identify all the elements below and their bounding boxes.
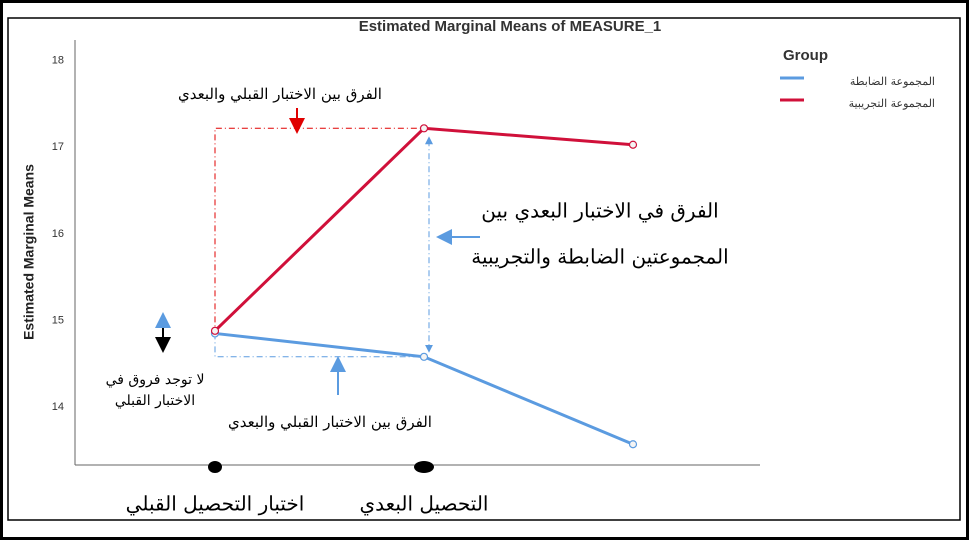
annotation: الفرق بين الاختبار القبلي والبعدي [228, 413, 432, 431]
annotation: الفرق في الاختبار البعدي بين [481, 199, 718, 223]
y-tick-label: 15 [52, 314, 64, 326]
x-tick-dot [414, 461, 434, 473]
point [210, 326, 220, 335]
y-axis-label: Estimated Marginal Means [21, 164, 37, 340]
plot-frame [7, 17, 961, 521]
legend-label: المجموعة الضابطة [850, 75, 935, 88]
point [628, 140, 638, 149]
point [628, 440, 638, 449]
y-tick-label: 18 [52, 55, 64, 67]
point [419, 352, 429, 361]
y-tick-label: 17 [52, 141, 64, 153]
annotation: المجموعتين الضابطة والتجريبية [471, 245, 728, 269]
chart-title: Estimated Marginal Means of MEASURE_1 [359, 18, 662, 35]
annotation: الفرق بين الاختبار القبلي والبعدي [178, 85, 382, 103]
x-tick-label: التحصيل البعدي [360, 492, 489, 516]
annotation: لا توجد فروق في [106, 372, 205, 388]
point [419, 124, 429, 133]
y-tick-label: 16 [52, 228, 64, 240]
y-tick-label: 14 [52, 401, 64, 413]
annotation: الاختبار القبلي [115, 393, 195, 409]
legend-label: المجموعة التجريبية [849, 97, 935, 110]
x-tick-label: اختبار التحصيل القبلي [126, 492, 305, 516]
x-tick-dot [208, 461, 222, 473]
legend-title: Group [783, 47, 828, 64]
guide [214, 127, 424, 336]
